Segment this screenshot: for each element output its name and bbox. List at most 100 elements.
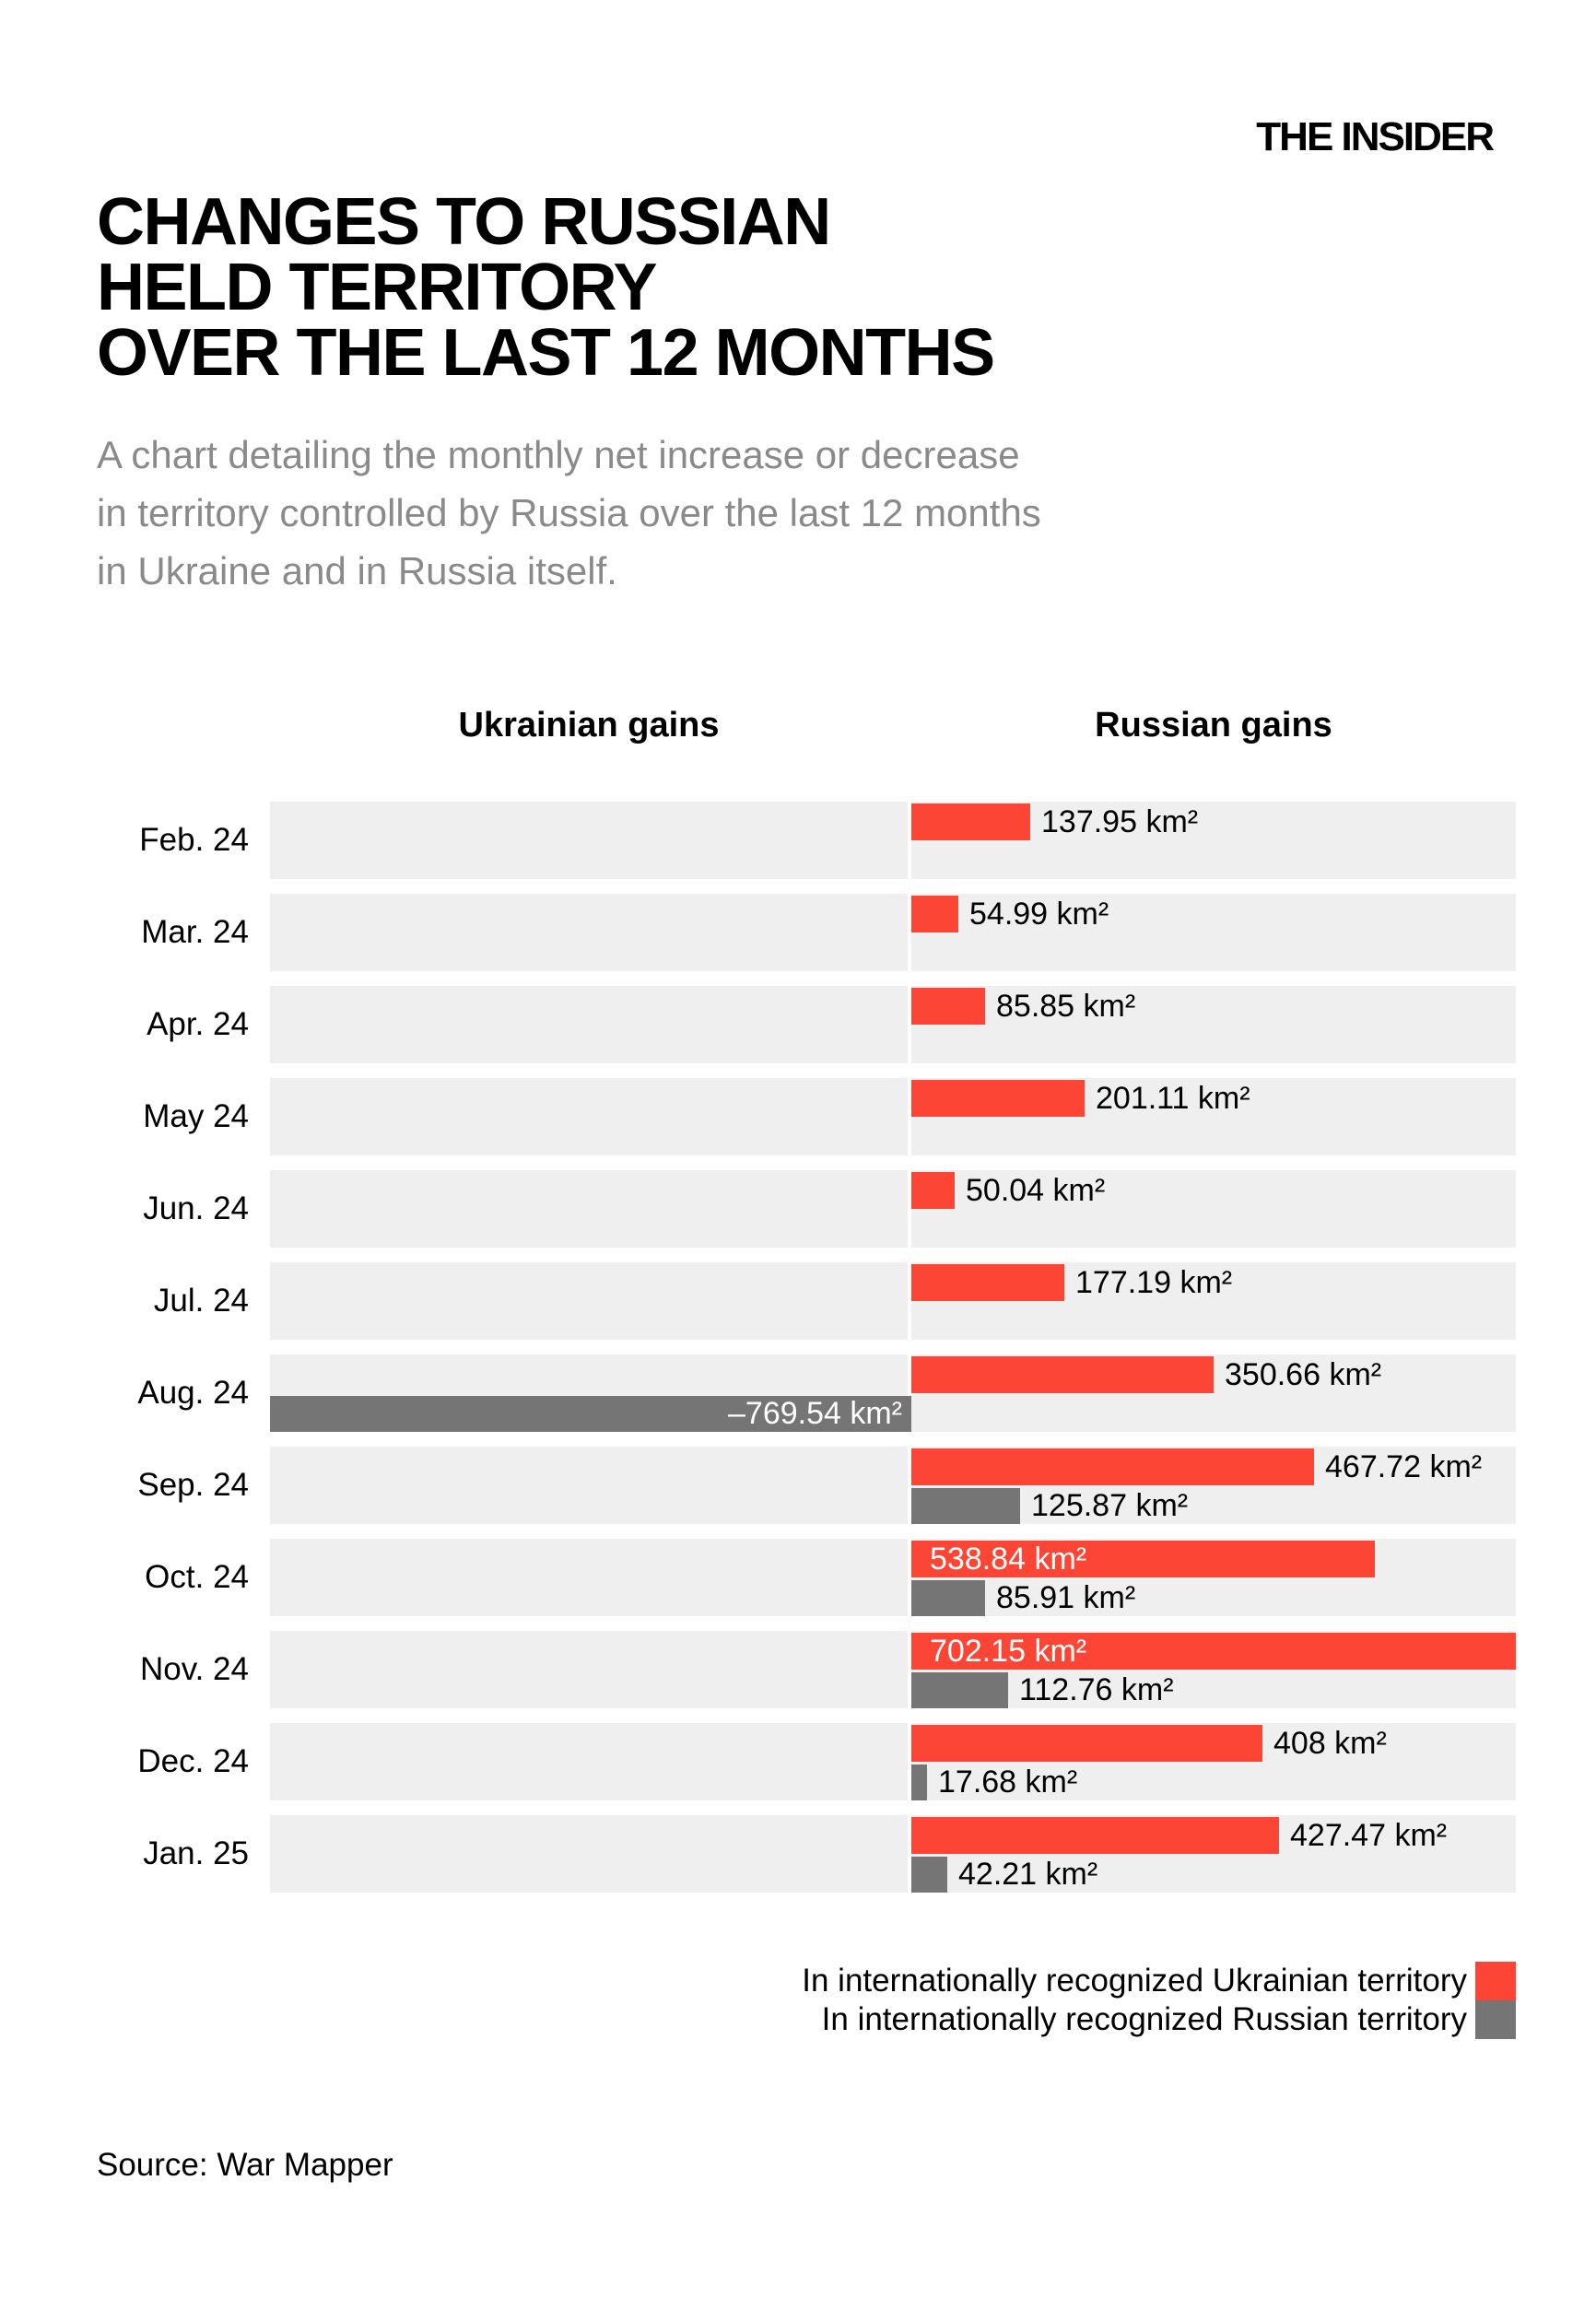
column-header-ukrainian-gains: Ukrainian gains [458,706,720,745]
ukrainian-territory-bar [911,1172,955,1209]
month-label: Feb. 24 [139,822,249,858]
month-label: Sep. 24 [137,1467,249,1503]
row-band: 54.99 km² [270,894,1516,971]
row-band-right [911,1170,1516,1248]
month-label: May 24 [143,1098,249,1134]
chart-row: Jun. 24 50.04 km² [0,1170,1596,1262]
ukrainian-territory-bar [911,1817,1279,1854]
russian-territory-bar [270,1396,911,1432]
legend-item-russian-territory: In internationally recognized Russian te… [822,2000,1516,2039]
row-band-left [270,1631,908,1708]
row-band-left [270,1447,908,1524]
ukrainian-value-label: 177.19 km² [1075,1264,1233,1300]
ukrainian-territory-bar [911,1356,1214,1393]
ukrainian-territory-bar [911,803,1030,840]
chart-row: Jan. 25 427.47 km² 42.21 km² [0,1815,1596,1907]
row-band-left [270,1723,908,1800]
ukrainian-value-label: 50.04 km² [966,1172,1106,1208]
chart: Feb. 24 137.95 km² Mar. 24 54.99 km² [0,802,1596,1907]
row-band-left [270,1539,908,1616]
chart-row: Dec. 24 408 km² 17.68 km² [0,1723,1596,1815]
chart-row: Apr. 24 85.85 km² [0,986,1596,1078]
chart-row: May 24 201.11 km² [0,1078,1596,1170]
russian-territory-bar [911,1672,1008,1708]
row-band: 702.15 km² 112.76 km² [270,1631,1516,1708]
row-band: 408 km² 17.68 km² [270,1723,1516,1800]
month-label: Nov. 24 [139,1651,249,1687]
russian-value-label: 85.91 km² [996,1580,1136,1615]
row-band-right [911,894,1516,971]
ukrainian-value-label: 137.95 km² [1041,803,1199,839]
russian-territory-bar [911,1488,1020,1524]
row-band: 538.84 km² 85.91 km² [270,1539,1516,1616]
chart-row: Jul. 24 177.19 km² [0,1262,1596,1354]
ukrainian-value-label: 54.99 km² [969,896,1109,932]
ukrainian-value-label: 538.84 km² [930,1541,1087,1577]
month-label: Aug. 24 [137,1375,249,1411]
ukrainian-value-label: 201.11 km² [1096,1080,1250,1116]
legend-item-ukrainian-territory: In internationally recognized Ukrainian … [802,1962,1516,2000]
legend-label-ukrainian-territory: In internationally recognized Ukrainian … [802,1963,1467,1999]
russian-territory-bar [911,1765,927,1800]
row-band: 201.11 km² [270,1078,1516,1155]
ukrainian-value-label: 467.72 km² [1325,1448,1483,1484]
russian-value-label: 125.87 km² [1031,1488,1189,1523]
ukrainian-value-label: 408 km² [1273,1725,1387,1761]
ukrainian-territory-bar [911,1448,1314,1485]
page-title-line-2: HELD TERRITORY [97,251,658,324]
ukrainian-value-label: 427.47 km² [1290,1817,1448,1853]
russian-value-label: –769.54 km² [728,1396,902,1431]
chart-row: Sep. 24 467.72 km² 125.87 km² [0,1447,1596,1539]
ukrainian-territory-bar [911,1080,1085,1117]
ukrainian-territory-bar [911,1725,1262,1762]
russian-value-label: 17.68 km² [938,1765,1078,1800]
ukrainian-value-label: 350.66 km² [1225,1356,1382,1392]
row-band-left [270,1815,908,1893]
month-label: Apr. 24 [147,1006,249,1042]
ukrainian-territory-bar [911,1541,1375,1577]
month-label: Mar. 24 [141,914,249,950]
chart-row: Feb. 24 137.95 km² [0,802,1596,894]
ukrainian-value-label: 702.15 km² [930,1633,1087,1669]
row-band-left [270,1262,908,1340]
row-band: 177.19 km² [270,1262,1516,1340]
row-band-left [270,802,908,879]
legend-swatch-russian-gray [1475,2000,1516,2039]
page-subtitle-line-3: in Ukraine and in Russia itself. [97,549,617,592]
row-band: 467.72 km² 125.87 km² [270,1447,1516,1524]
page-title-line-3: OVER THE LAST 12 MONTHS [97,316,995,390]
row-band: 427.47 km² 42.21 km² [270,1815,1516,1893]
month-label: Jun. 24 [143,1190,249,1226]
row-band-left [270,986,908,1063]
month-label: Dec. 24 [137,1743,249,1779]
row-band: 137.95 km² [270,802,1516,879]
russian-territory-bar [911,1857,947,1893]
chart-row: Aug. 24 350.66 km² –769.54 km² [0,1354,1596,1447]
month-label: Oct. 24 [145,1559,249,1595]
page-subtitle-line-1: A chart detailing the monthly net increa… [97,433,1020,476]
legend: In internationally recognized Ukrainian … [802,1962,1516,2039]
row-band: 85.85 km² [270,986,1516,1063]
row-band-left [270,1078,908,1155]
month-label: Jan. 25 [143,1835,249,1871]
column-header-russian-gains: Russian gains [1095,706,1332,745]
row-band-right [911,986,1516,1063]
the-insider-logo: THE INSIDER [1256,114,1495,159]
ukrainian-territory-bar [911,1264,1064,1301]
legend-swatch-ukrainian-red [1475,1962,1516,2000]
row-band: 350.66 km² –769.54 km² [270,1354,1516,1432]
ukrainian-value-label: 85.85 km² [996,988,1136,1024]
page-subtitle-line-2: in territory controlled by Russia over t… [97,491,1041,534]
ukrainian-territory-bar [911,896,958,932]
legend-label-russian-territory: In internationally recognized Russian te… [821,2001,1467,2037]
page-title: CHANGES TO RUSSIAN HELD TERRITORY OVER T… [97,185,995,390]
row-band-left [270,1170,908,1248]
page-subtitle: A chart detailing the monthly net increa… [97,426,1041,600]
source-note: Source: War Mapper [97,2147,393,2183]
row-band-left [270,894,908,971]
month-label: Jul. 24 [153,1283,249,1319]
russian-value-label: 112.76 km² [1019,1672,1174,1707]
chart-row: Oct. 24 538.84 km² 85.91 km² [0,1539,1596,1631]
page-title-line-1: CHANGES TO RUSSIAN [97,185,831,259]
